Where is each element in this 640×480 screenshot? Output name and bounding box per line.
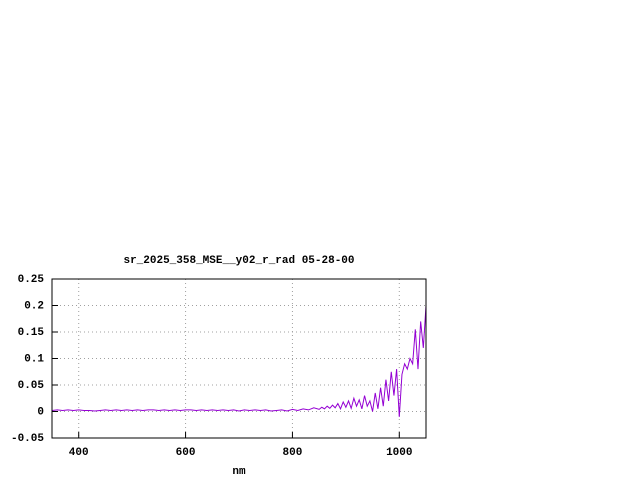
plot-border <box>51 278 427 439</box>
x-tick-label: 800 <box>283 447 303 459</box>
y-tick-label: 0.15 <box>18 327 45 339</box>
x-axis-label: nm <box>232 466 246 478</box>
y-tick-label: 0.25 <box>18 274 45 286</box>
x-tick-label: 400 <box>69 447 89 459</box>
x-tick-label: 1000 <box>386 447 412 459</box>
y-tick-label: 0 <box>37 406 44 418</box>
y-tick-label: 0.05 <box>18 380 45 392</box>
x-tick-label: 600 <box>176 447 196 459</box>
chart-title: sr_2025_358_MSE__y02_r_rad 05-28-00 <box>123 255 354 267</box>
y-tick-label: -0.05 <box>11 433 44 445</box>
data-line <box>51 305 427 417</box>
y-tick-label: 0.1 <box>24 353 44 365</box>
y-tick-label: 0.2 <box>24 300 44 312</box>
